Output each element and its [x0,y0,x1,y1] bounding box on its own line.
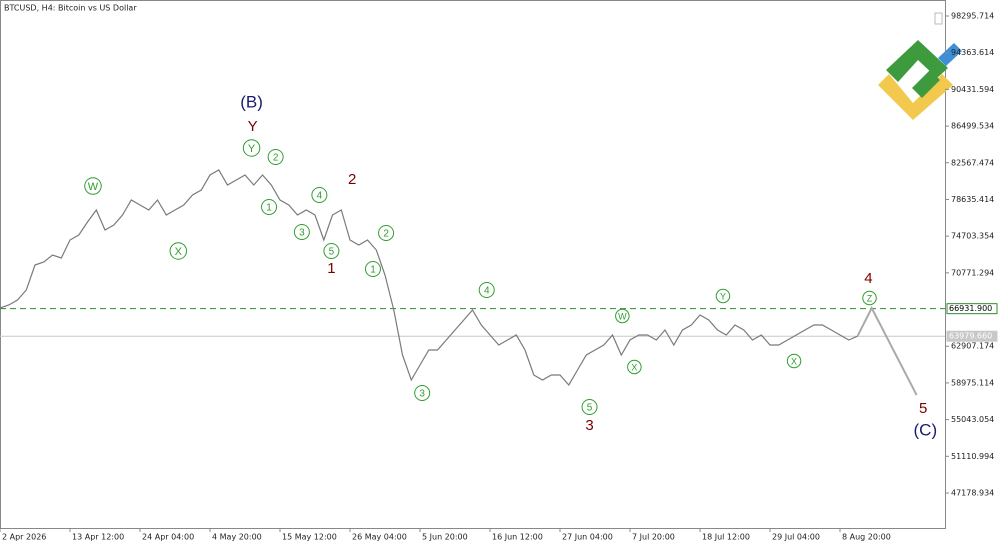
wave-label: Z [867,293,873,303]
level-label-box [946,303,998,315]
wave-label: 4 [317,191,323,202]
wave-label: 2 [383,229,389,240]
logo [878,40,962,120]
wave-label: 1 [266,203,272,214]
y-tick-label: 90431.594 [951,85,994,94]
x-tick-label: 29 Jul 04:00 [772,533,820,542]
y-tick-label: 86499.534 [951,122,994,131]
wave-label: 1 [327,260,335,277]
forecast-line [856,305,918,396]
wave-label: (B) [240,92,263,111]
wave-label: 1 [370,265,376,276]
wave-label: X [791,356,797,366]
wave-label: 4 [864,270,872,287]
y-tick-label: 58975.114 [951,378,994,387]
wave-circle [242,139,261,157]
wave-label: 5 [329,247,335,258]
wave-circle [323,242,340,259]
wave-circle [311,186,328,203]
x-tick-label: 8 Aug 20:00 [842,533,891,542]
wave-circle [786,353,802,369]
x-tick-label: 27 Jun 04:00 [562,533,613,542]
price-line [0,169,858,387]
wave-label: 3 [299,228,305,239]
wave-label: 5 [919,400,927,417]
level-label: 66931.900 [949,304,992,313]
wave-label: 4 [484,286,490,297]
wave-label: X [631,362,637,372]
wave-circle [627,359,642,375]
wave-label: X [175,246,183,258]
y-tick-label: 70771.294 [951,268,994,277]
x-tick-label: 16 Jun 12:00 [492,533,543,542]
y-tick-label: 55043.054 [951,415,994,424]
wave-label: Y [248,118,258,135]
wave-circle [169,242,188,260]
wave-label: Y [720,291,726,301]
y-tick-label: 62907.174 [951,342,994,351]
wave-circle [414,384,431,401]
wave-circle [84,177,102,195]
scroll-icon [934,12,943,25]
y-tick-label: 74703.354 [951,232,994,241]
wave-circle [581,398,598,415]
wave-label: 2 [348,171,356,188]
y-tick-label: 82567.474 [951,158,994,167]
x-tick-label: 5 Jun 20:00 [422,533,468,542]
plot-frame [0,0,946,529]
wave-circle [267,148,284,165]
wave-circle [293,223,310,240]
x-tick-label: 4 May 20:00 [212,533,262,542]
x-tick-label: 18 Jul 12:00 [702,533,750,542]
wave-circle [364,261,381,278]
wave-circle [862,290,877,306]
y-tick-label: 94363.614 [951,48,994,57]
chart-title: BTCUSD, H4: Bitcoin vs US Dollar [4,4,137,13]
x-tick-label: 7 Jul 20:00 [632,533,675,542]
y-tick-label: 47178.934 [951,488,994,497]
x-tick-label: 2 Apr 2026 [2,533,46,542]
wave-label: W [88,181,99,193]
wave-label: Y [248,143,256,155]
wave-label: W [618,311,627,321]
wave-circle [615,308,630,324]
y-tick-label: 78635.414 [951,195,994,204]
wave-label: 5 [587,403,593,414]
x-tick-label: 13 Apr 12:00 [72,533,124,542]
y-tick-label: 51110.994 [951,452,994,461]
level-label: 63979.660 [949,332,992,341]
level-label-box [946,330,998,342]
wave-circle [378,225,395,242]
wave-label: (C) [914,420,938,439]
wave-circle [261,198,278,215]
wave-label: 2 [273,153,279,164]
y-tick-label: 98295.714 [951,11,994,20]
x-tick-label: 24 Apr 04:00 [142,533,194,542]
wave-circle [478,281,495,298]
x-tick-label: 26 May 04:00 [352,533,407,542]
wave-label: 3 [585,417,593,434]
x-tick-label: 15 May 12:00 [282,533,337,542]
wave-circle [715,288,731,304]
wave-label: 3 [419,389,425,400]
